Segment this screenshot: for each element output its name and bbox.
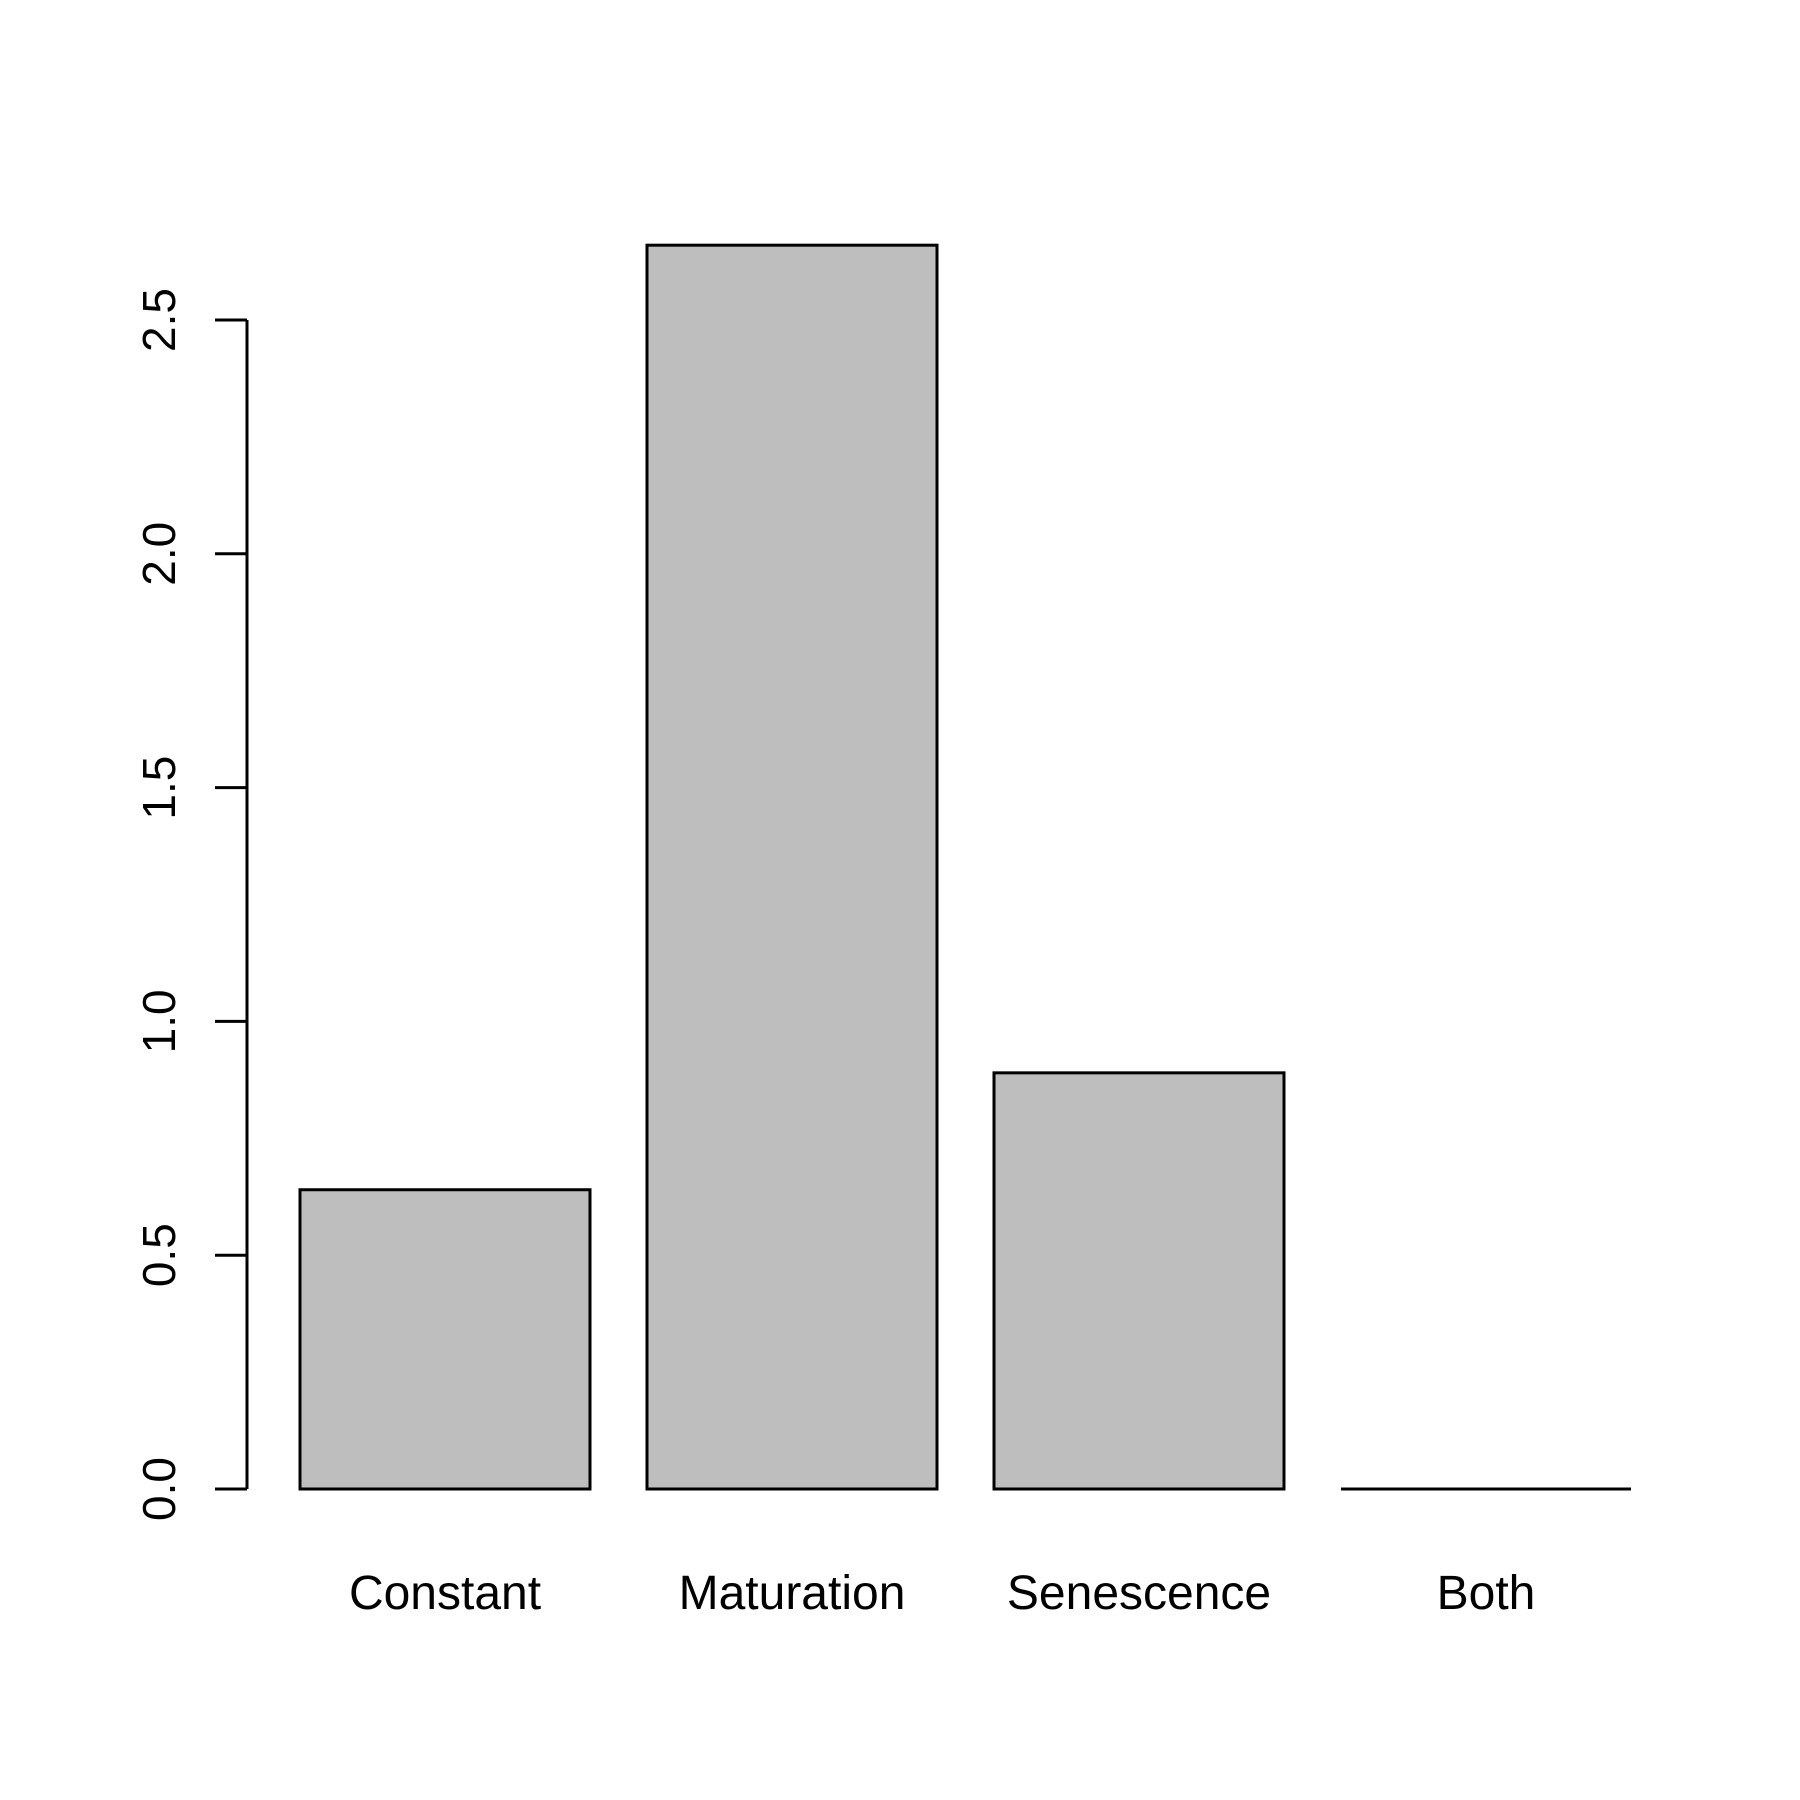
x-category-label: Constant — [349, 1567, 541, 1620]
y-tick-label: 2.0 — [133, 522, 185, 586]
x-category-label: Senescence — [1007, 1567, 1271, 1620]
bar-senescence — [992, 1071, 1286, 1491]
x-category-label: Both — [1437, 1567, 1536, 1620]
bar-maturation — [645, 243, 939, 1491]
y-tick-label: 2.5 — [133, 288, 185, 352]
y-tick-label: 0.0 — [133, 1457, 185, 1521]
x-axis-labels: Constant Maturation Senescence Both — [349, 1567, 1535, 1620]
y-tick-label: 1.0 — [133, 989, 185, 1053]
y-tick-label: 0.5 — [133, 1223, 185, 1287]
bars-group — [298, 243, 1631, 1491]
y-axis: 0.0 0.5 1.0 1.5 2.0 2.5 — [133, 288, 249, 1521]
x-category-label: Maturation — [679, 1567, 906, 1620]
y-tick-label: 1.5 — [133, 756, 185, 820]
bar-constant — [298, 1188, 592, 1491]
